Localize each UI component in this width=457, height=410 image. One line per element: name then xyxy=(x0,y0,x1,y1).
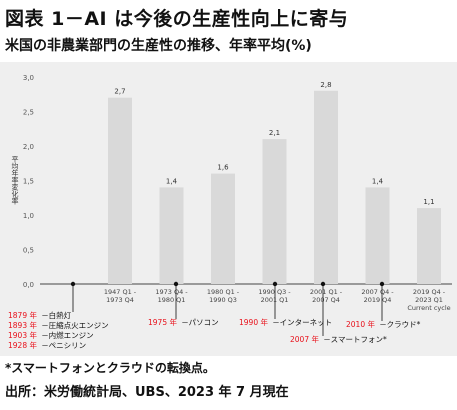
bar-value-label: 1,4 xyxy=(166,177,178,185)
event-year: 2010 年 xyxy=(346,319,375,329)
y-tick-label: 1,5 xyxy=(23,178,34,186)
chart-panel: 0,0 0,5 1,0 1,5 2,0 2,5 3,0 平均年率変化率 2,7 1947 Q1 -… xyxy=(0,62,457,356)
source-line: 出所：米労働統計局、UBS、2023 年 7 月現在 xyxy=(5,385,289,400)
bar xyxy=(314,90,338,284)
x-tick-label: 2001 Q1 xyxy=(261,296,289,304)
chart-subtitle: 米国の非農業部門の生産性の推移、年率平均(%) xyxy=(5,38,312,54)
x-tick-label: 1973 Q4 - xyxy=(155,288,188,296)
x-tick-label: 1980 Q1 - xyxy=(207,288,240,296)
x-tick-label: 1990 Q3 xyxy=(209,296,237,304)
y-tick-label: 2,0 xyxy=(23,143,34,151)
bar-value-label: 2,8 xyxy=(320,81,331,89)
y-tick-label: 1,0 xyxy=(23,212,34,220)
bar xyxy=(108,97,132,284)
x-tick-label: Current cycle xyxy=(407,304,450,312)
x-tick-label: 2023 Q1 xyxy=(415,296,443,304)
bar-value-label: 2,7 xyxy=(114,88,125,96)
chart-title: 図表 1－AI は今後の生産性向上に寄与 xyxy=(5,8,349,30)
event-year: 1990 年 xyxy=(239,317,268,327)
event-label: －パソコン xyxy=(181,318,219,327)
event-label: －ペニシリン xyxy=(41,341,86,350)
bar xyxy=(365,187,390,284)
bar-value-label: 1,1 xyxy=(423,198,434,206)
y-axis-label: 平均年率変化率 xyxy=(11,156,19,206)
event-label: －白熱灯 xyxy=(41,310,71,320)
bar xyxy=(211,173,235,284)
event-label: －圧縮点火エンジン xyxy=(41,320,109,330)
x-tick-label: 1973 Q4 xyxy=(106,296,134,304)
event-year: 1975 年 xyxy=(148,317,177,327)
event-year: 1903 年 xyxy=(8,330,37,340)
y-tick-label: 2,5 xyxy=(23,109,34,117)
event-year: 2007 年 xyxy=(290,334,319,344)
event-label: －スマートフォン* xyxy=(323,335,387,344)
y-tick-label: 3,0 xyxy=(23,74,34,82)
x-tick-label: 2019 Q4 xyxy=(364,296,392,304)
event-label: －クラウド* xyxy=(379,320,420,329)
bar-chart: 0,0 0,5 1,0 1,5 2,0 2,5 3,0 平均年率変化率 2,7 1947 Q1 -… xyxy=(8,74,452,350)
bar xyxy=(262,139,287,284)
x-tick-label: 1947 Q1 - xyxy=(104,288,137,296)
bar-value-label: 1,4 xyxy=(372,177,384,185)
event-label: －内燃エンジン xyxy=(41,330,93,340)
bar xyxy=(417,208,441,284)
x-tick-label: 2007 Q4 - xyxy=(361,288,394,296)
event-year: 1893 年 xyxy=(8,320,37,330)
x-tick-label: 2001 Q1 - xyxy=(310,288,343,296)
event-year: 1879 年 xyxy=(8,310,37,320)
bar-value-label: 2,1 xyxy=(269,129,280,137)
x-tick-label: 2007 Q4 xyxy=(312,296,340,304)
y-tick-label: 0,0 xyxy=(23,281,34,289)
bar xyxy=(159,187,184,284)
bar-value-label: 1,6 xyxy=(217,164,229,172)
x-tick-label: 2019 Q4 - xyxy=(413,288,446,296)
x-tick-label: 1980 Q1 xyxy=(158,296,186,304)
event-label: －インターネット xyxy=(272,318,332,327)
footnote: *スマートフォンとクラウドの転換点。 xyxy=(5,361,215,375)
event-year: 1928 年 xyxy=(8,340,37,350)
y-tick-label: 0,5 xyxy=(23,247,34,255)
